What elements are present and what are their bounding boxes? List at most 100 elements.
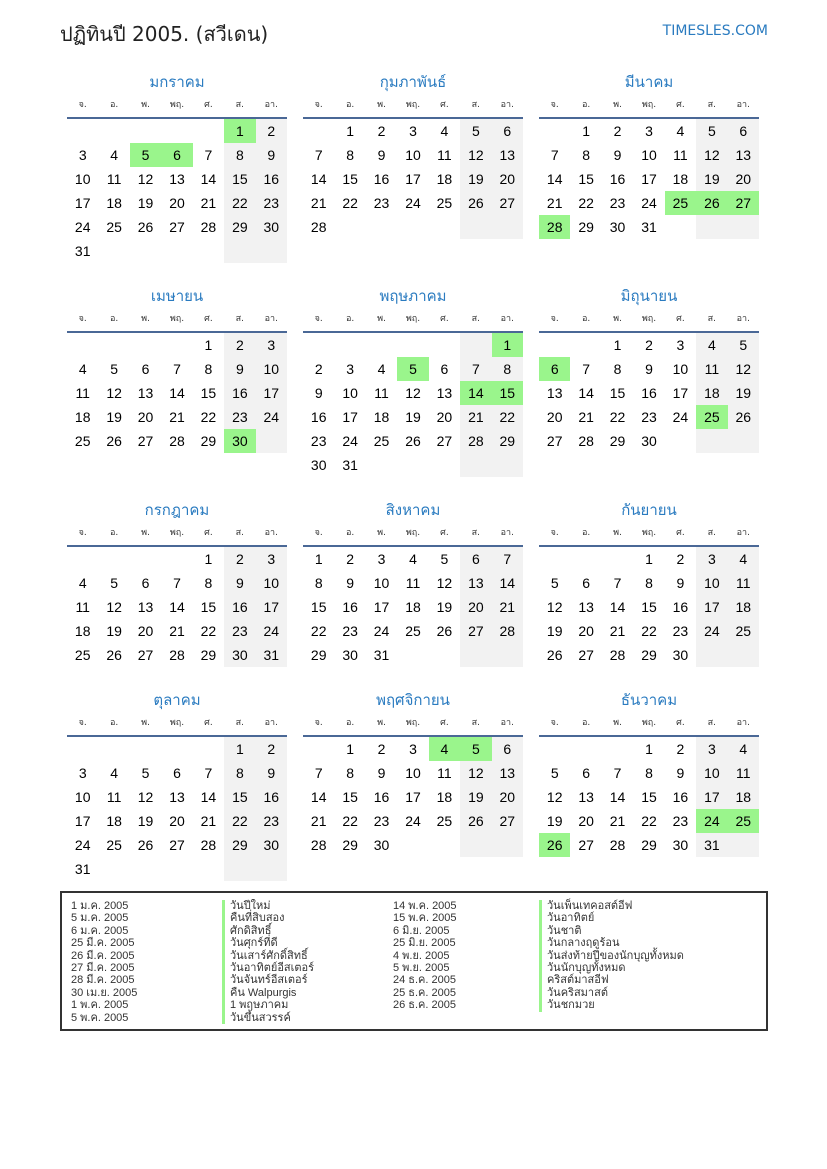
day-cell[interactable]: 7 — [613, 575, 622, 591]
day-cell[interactable]: 18 — [727, 785, 759, 809]
day-cell[interactable]: 26 — [460, 809, 492, 833]
day-cell[interactable]: 23 — [224, 619, 256, 643]
day-cell[interactable]: 25 — [727, 619, 759, 643]
day-cell[interactable]: 5 — [440, 551, 449, 567]
day-cell[interactable]: 26 — [137, 219, 154, 235]
day-cell[interactable]: 28 — [169, 647, 185, 663]
day-cell[interactable]: 3 — [645, 123, 653, 139]
day-cell[interactable]: 30 — [310, 457, 327, 473]
day-cell[interactable]: 17 — [672, 385, 689, 401]
day-cell[interactable]: 28 — [609, 837, 626, 853]
day-cell[interactable]: 7 — [314, 765, 323, 781]
day-cell[interactable]: 25 — [727, 809, 759, 833]
day-cell[interactable]: 29 — [578, 219, 594, 235]
day-cell[interactable]: 13 — [137, 385, 154, 401]
day-cell[interactable]: 6 — [141, 361, 150, 377]
day-cell[interactable]: 27 — [169, 837, 185, 853]
day-cell[interactable]: 22 — [641, 623, 657, 639]
day-cell[interactable]: 2 — [377, 123, 386, 139]
day-cell[interactable]: 1 — [224, 119, 256, 143]
day-cell[interactable]: 25 — [74, 433, 91, 449]
day-cell[interactable]: 6 — [173, 765, 181, 781]
day-cell[interactable]: 23 — [342, 623, 358, 639]
day-cell[interactable]: 21 — [169, 409, 185, 425]
day-cell[interactable]: 30 — [342, 647, 358, 663]
day-cell[interactable]: 10 — [373, 575, 390, 591]
day-cell[interactable]: 29 — [641, 837, 657, 853]
day-cell[interactable]: 24 — [672, 409, 689, 425]
day-cell[interactable]: 16 — [255, 167, 287, 191]
day-cell[interactable]: 8 — [314, 575, 323, 591]
day-cell[interactable]: 25 — [106, 837, 122, 853]
day-cell[interactable]: 13 — [460, 571, 492, 595]
day-cell[interactable]: 17 — [405, 789, 421, 805]
day-cell[interactable]: 20 — [436, 409, 453, 425]
day-cell[interactable]: 6 — [491, 119, 523, 143]
day-cell[interactable]: 9 — [314, 385, 323, 401]
day-cell[interactable]: 16 — [641, 385, 657, 401]
day-cell[interactable]: 14 — [310, 171, 327, 187]
day-cell[interactable]: 9 — [645, 361, 653, 377]
day-cell[interactable]: 13 — [578, 789, 594, 805]
day-cell[interactable]: 12 — [436, 575, 453, 591]
day-cell[interactable]: 2 — [613, 123, 622, 139]
day-cell[interactable]: 6 — [440, 361, 449, 377]
day-cell[interactable]: 7 — [582, 361, 591, 377]
day-cell[interactable]: 19 — [460, 167, 492, 191]
day-cell[interactable]: 15 — [641, 789, 657, 805]
day-cell[interactable]: 30 — [609, 219, 626, 235]
day-cell[interactable]: 26 — [106, 647, 122, 663]
day-cell[interactable]: 15 — [578, 171, 594, 187]
day-cell[interactable]: 5 — [141, 765, 150, 781]
day-cell[interactable]: 20 — [460, 595, 492, 619]
day-cell[interactable]: 4 — [428, 737, 461, 761]
day-cell[interactable]: 31 — [696, 833, 728, 857]
day-cell[interactable]: 1 — [346, 123, 355, 139]
day-cell[interactable]: 11 — [405, 575, 421, 591]
day-cell[interactable]: 1 — [491, 333, 523, 357]
day-cell[interactable]: 2 — [377, 741, 386, 757]
day-cell[interactable]: 6 — [161, 143, 193, 167]
day-cell[interactable]: 14 — [460, 381, 492, 405]
day-cell[interactable]: 22 — [609, 409, 626, 425]
day-cell[interactable]: 3 — [255, 333, 287, 357]
day-cell[interactable]: 2 — [676, 741, 685, 757]
day-cell[interactable]: 9 — [224, 571, 256, 595]
day-cell[interactable]: 16 — [373, 171, 390, 187]
day-cell[interactable]: 10 — [405, 147, 421, 163]
day-cell[interactable]: 9 — [255, 143, 287, 167]
day-cell[interactable]: 14 — [310, 789, 327, 805]
day-cell[interactable]: 3 — [346, 361, 355, 377]
day-cell[interactable]: 10 — [74, 171, 91, 187]
brand-link[interactable]: TIMESLES.COM — [662, 23, 768, 39]
day-cell[interactable]: 11 — [437, 765, 452, 781]
day-cell[interactable]: 11 — [727, 761, 759, 785]
day-cell[interactable]: 24 — [696, 619, 728, 643]
day-cell[interactable]: 18 — [436, 171, 453, 187]
day-cell[interactable]: 1 — [204, 337, 213, 353]
day-cell[interactable]: 27 — [137, 433, 154, 449]
day-cell[interactable]: 29 — [310, 647, 327, 663]
day-cell[interactable]: 20 — [491, 167, 523, 191]
day-cell[interactable]: 19 — [546, 813, 563, 829]
day-cell[interactable]: 17 — [405, 171, 421, 187]
day-cell[interactable]: 7 — [460, 357, 492, 381]
day-cell[interactable]: 16 — [310, 409, 327, 425]
day-cell[interactable]: 3 — [78, 147, 87, 163]
day-cell[interactable]: 18 — [672, 171, 689, 187]
day-cell[interactable]: 16 — [609, 171, 626, 187]
day-cell[interactable]: 28 — [310, 837, 327, 853]
day-cell[interactable]: 9 — [676, 575, 685, 591]
day-cell[interactable]: 29 — [609, 433, 626, 449]
day-cell[interactable]: 9 — [255, 761, 287, 785]
day-cell[interactable]: 12 — [546, 599, 563, 615]
day-cell[interactable]: 14 — [609, 599, 626, 615]
day-cell[interactable]: 1 — [346, 741, 355, 757]
day-cell[interactable]: 12 — [137, 171, 154, 187]
day-cell[interactable]: 15 — [491, 381, 523, 405]
day-cell[interactable]: 13 — [578, 599, 594, 615]
day-cell[interactable]: 20 — [578, 623, 594, 639]
day-cell[interactable]: 19 — [106, 409, 122, 425]
day-cell[interactable]: 26 — [106, 433, 122, 449]
day-cell[interactable]: 27 — [727, 191, 759, 215]
